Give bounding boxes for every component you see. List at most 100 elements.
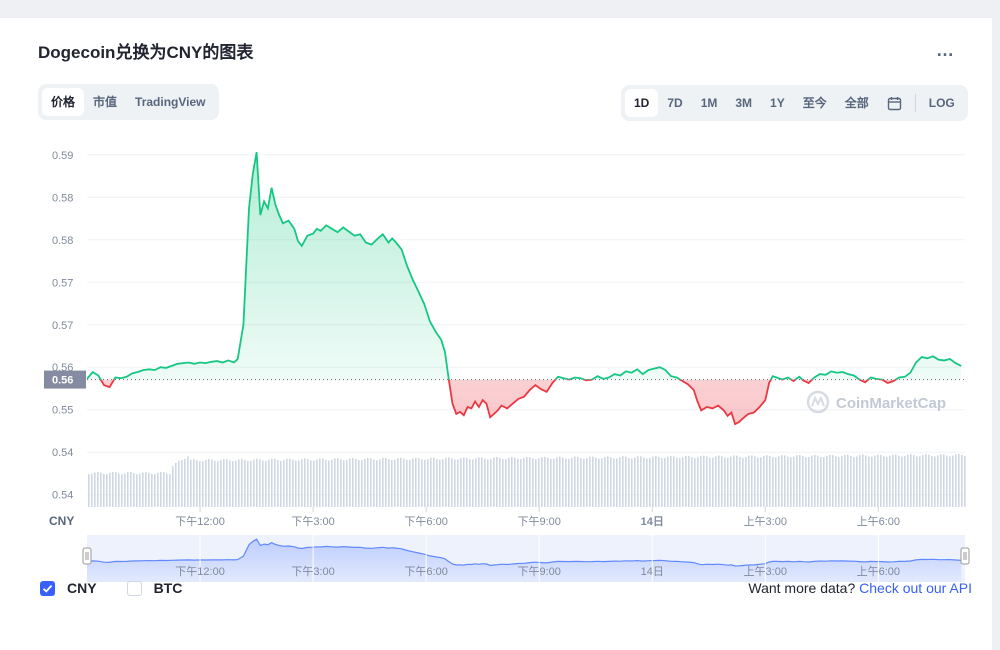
volume-bar bbox=[670, 455, 672, 507]
coinmarketcap-watermark-icon bbox=[806, 390, 830, 414]
navigator-tick-label: 上午6:00 bbox=[857, 565, 900, 578]
volume-bar bbox=[274, 458, 276, 507]
volume-bar bbox=[853, 456, 855, 507]
volume-bar bbox=[688, 455, 690, 507]
volume-bar bbox=[619, 457, 621, 507]
volume-bar bbox=[226, 459, 228, 507]
volume-bar bbox=[238, 459, 240, 507]
volume-bar bbox=[196, 460, 198, 507]
api-link[interactable]: Check out our API bbox=[859, 580, 972, 596]
volume-bar bbox=[385, 457, 387, 507]
volume-bar bbox=[418, 458, 420, 507]
x-tick-label: 上午3:00 bbox=[744, 515, 787, 528]
range-3m[interactable]: 3M bbox=[735, 96, 753, 110]
volume-bar bbox=[964, 456, 966, 507]
volume-bar bbox=[217, 461, 219, 507]
volume-bar bbox=[91, 473, 93, 507]
tab-market-cap[interactable]: 市值 bbox=[93, 95, 118, 109]
volume-bar bbox=[328, 460, 330, 507]
legend-label-cny: CNY bbox=[67, 580, 97, 596]
volume-bar bbox=[208, 458, 210, 507]
volume-bar bbox=[406, 459, 408, 507]
volume-bar bbox=[508, 457, 510, 507]
volume-bar bbox=[247, 460, 249, 507]
volume-bar bbox=[913, 455, 915, 507]
volume-bar bbox=[88, 474, 90, 507]
volume-bar bbox=[586, 457, 588, 507]
volume-bar bbox=[124, 473, 126, 507]
range-1d[interactable]: 1D bbox=[625, 89, 659, 117]
range-7d[interactable]: 7D bbox=[667, 96, 683, 110]
checkbox-checked-icon[interactable] bbox=[40, 580, 55, 596]
legend-item-btc[interactable]: BTC bbox=[126, 580, 182, 596]
volume-bar bbox=[820, 456, 822, 507]
volume-bar bbox=[292, 459, 294, 507]
tab-price[interactable]: 价格 bbox=[42, 88, 85, 116]
volume-bar bbox=[283, 460, 285, 507]
volume-bar bbox=[817, 455, 819, 507]
navigator-area bbox=[87, 539, 962, 582]
volume-bar bbox=[862, 454, 864, 507]
volume-bar bbox=[721, 456, 723, 507]
navigator-handle-right[interactable] bbox=[960, 547, 970, 565]
volume-bar bbox=[370, 458, 372, 507]
volume-bar bbox=[757, 457, 759, 507]
volume-bar bbox=[145, 471, 147, 507]
range-1m[interactable]: 1M bbox=[700, 96, 718, 110]
volume-bar bbox=[658, 456, 660, 507]
volume-bar bbox=[472, 459, 474, 507]
volume-bar bbox=[172, 466, 174, 507]
volume-bar bbox=[691, 457, 693, 507]
price-line-down bbox=[99, 379, 898, 426]
view-tabs: 价格 市值 TradingView bbox=[38, 84, 219, 120]
volume-bar bbox=[103, 473, 105, 507]
volume-bar bbox=[421, 459, 423, 507]
volume-bar bbox=[796, 455, 798, 507]
volume-bar bbox=[568, 458, 570, 507]
volume-bar bbox=[610, 457, 612, 507]
checkbox-unchecked-icon[interactable] bbox=[126, 580, 142, 596]
volume-bar bbox=[484, 458, 486, 507]
volume-bar bbox=[574, 456, 576, 507]
navigator-handle-left[interactable] bbox=[82, 547, 92, 565]
volume-bar bbox=[400, 457, 402, 507]
range-ytd[interactable]: 至今 bbox=[802, 96, 827, 110]
legend-item-cny[interactable]: CNY bbox=[40, 580, 97, 596]
volume-bar bbox=[121, 474, 123, 507]
volume-bar bbox=[523, 458, 525, 507]
volume-bar bbox=[802, 456, 804, 507]
volume-bar bbox=[187, 456, 189, 507]
volume-bar bbox=[598, 458, 600, 507]
volume-bar bbox=[112, 471, 114, 507]
volume-bar bbox=[613, 458, 615, 507]
navigator-tick-label: 下午6:00 bbox=[404, 565, 447, 578]
volume-bar bbox=[637, 456, 639, 507]
calendar-icon[interactable] bbox=[878, 89, 911, 117]
x-tick-label: 14日 bbox=[641, 515, 664, 528]
page-title: Dogecoin兑换为CNY的图表 bbox=[38, 43, 254, 62]
range-1y[interactable]: 1Y bbox=[770, 96, 785, 110]
volume-bar bbox=[379, 459, 381, 507]
volume-bar bbox=[280, 460, 282, 507]
volume-bar bbox=[409, 459, 411, 507]
volume-bar bbox=[373, 459, 375, 507]
volume-bar bbox=[718, 455, 720, 507]
tab-tradingview[interactable]: TradingView bbox=[135, 95, 206, 109]
range-all[interactable]: 全部 bbox=[844, 96, 869, 110]
volume-bar bbox=[538, 458, 540, 507]
volume-bar bbox=[625, 456, 627, 507]
volume-bar bbox=[316, 459, 318, 507]
volume-bar bbox=[571, 457, 573, 507]
volume-bar bbox=[286, 458, 288, 507]
log-scale-toggle[interactable]: LOG bbox=[928, 96, 955, 110]
volume-bar bbox=[151, 473, 153, 507]
volume-bar bbox=[940, 454, 942, 507]
volume-bar bbox=[220, 460, 222, 507]
volume-bar bbox=[784, 455, 786, 507]
navigator-tick-label: 下午12:00 bbox=[175, 565, 225, 578]
volume-bar bbox=[301, 459, 303, 507]
volume-bar bbox=[607, 456, 609, 507]
ellipsis-icon[interactable]: … bbox=[936, 40, 955, 60]
volume-bar bbox=[934, 456, 936, 507]
